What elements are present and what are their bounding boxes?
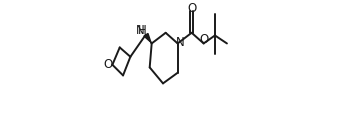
Text: O: O	[103, 58, 113, 71]
Text: O: O	[187, 2, 196, 15]
Text: N: N	[136, 24, 145, 37]
Text: N: N	[176, 36, 185, 49]
Polygon shape	[144, 34, 152, 44]
Text: H: H	[138, 24, 147, 37]
Text: O: O	[199, 33, 209, 46]
